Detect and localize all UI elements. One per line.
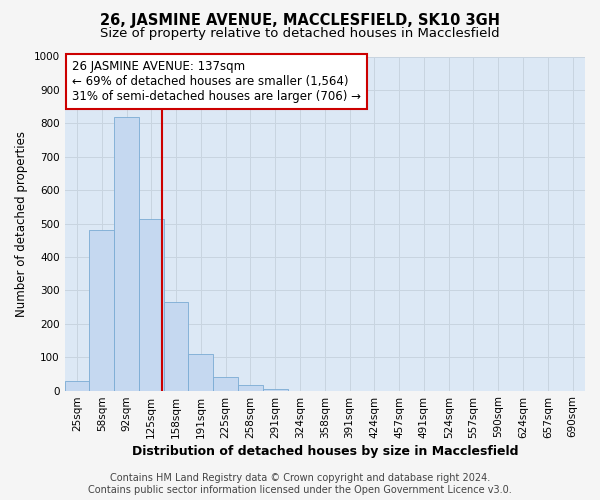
- Bar: [164, 302, 188, 390]
- Text: Size of property relative to detached houses in Macclesfield: Size of property relative to detached ho…: [100, 28, 500, 40]
- Bar: [65, 380, 89, 390]
- Y-axis label: Number of detached properties: Number of detached properties: [15, 130, 28, 316]
- X-axis label: Distribution of detached houses by size in Macclesfield: Distribution of detached houses by size …: [131, 444, 518, 458]
- Text: Contains HM Land Registry data © Crown copyright and database right 2024.
Contai: Contains HM Land Registry data © Crown c…: [88, 474, 512, 495]
- Bar: [89, 230, 114, 390]
- Bar: [114, 116, 139, 390]
- Bar: [263, 389, 287, 390]
- Text: 26, JASMINE AVENUE, MACCLESFIELD, SK10 3GH: 26, JASMINE AVENUE, MACCLESFIELD, SK10 3…: [100, 12, 500, 28]
- Bar: [238, 384, 263, 390]
- Bar: [188, 354, 213, 391]
- Text: 26 JASMINE AVENUE: 137sqm
← 69% of detached houses are smaller (1,564)
31% of se: 26 JASMINE AVENUE: 137sqm ← 69% of detac…: [73, 60, 361, 103]
- Bar: [213, 377, 238, 390]
- Bar: [139, 218, 164, 390]
